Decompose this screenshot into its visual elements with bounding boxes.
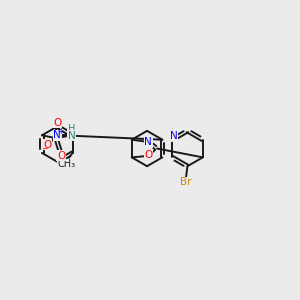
Text: N: N: [144, 137, 152, 147]
Text: O: O: [44, 140, 52, 150]
Text: Br: Br: [180, 177, 192, 188]
Text: +: +: [57, 127, 64, 136]
Text: H: H: [68, 124, 75, 134]
Text: O: O: [57, 151, 65, 161]
Text: O: O: [53, 118, 61, 128]
Text: −: −: [41, 144, 47, 153]
Text: N: N: [68, 131, 75, 141]
Text: N: N: [53, 130, 61, 140]
Text: CH₃: CH₃: [57, 159, 75, 169]
Text: O: O: [144, 150, 152, 160]
Text: N: N: [170, 131, 178, 141]
